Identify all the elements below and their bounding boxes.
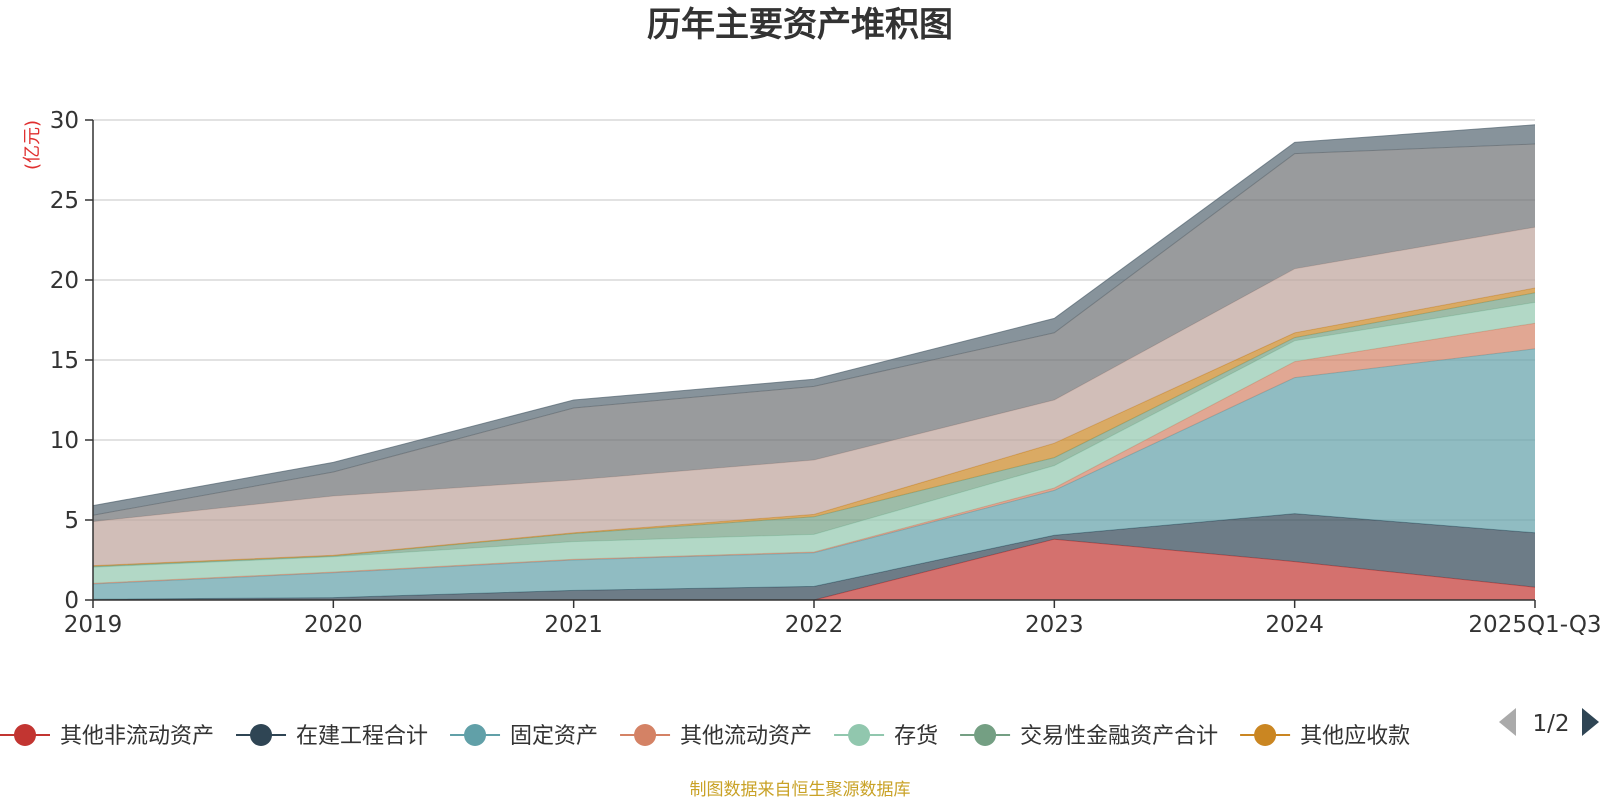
area-series-8 [93,227,1535,566]
x-tick-label: 2021 [544,612,603,638]
legend-item[interactable]: 其他应收款 [1240,724,1410,749]
area-series-4 [93,323,1535,584]
legend-page-label: 1/2 [1532,711,1569,737]
legend-circle-marker [634,724,657,746]
x-tick-label: 2022 [785,612,844,638]
y-tick-label: 5 [64,508,79,534]
legend-prev-page-icon[interactable] [1499,708,1516,736]
legend-label: 存货 [894,724,938,749]
y-tick-label: 15 [50,348,79,374]
legend-label: 在建工程合计 [296,724,428,749]
legend-next-page-icon[interactable] [1582,708,1599,736]
legend-circle-marker [464,724,487,746]
area-series-2 [93,513,1535,600]
area-series-9 [93,144,1535,522]
legend-circle-marker [974,724,997,746]
chart-title: 历年主要资产堆积图 [647,5,953,45]
area-series-edge-10 [92,124,1536,507]
legend-item[interactable]: 存货 [834,724,938,749]
legend-item[interactable]: 固定资产 [450,724,598,749]
legend-label: 其他非流动资产 [60,724,214,749]
y-tick-label: 10 [50,428,79,454]
legend-item[interactable]: 在建工程合计 [236,724,428,749]
axes: 0 5 10 15 20 25 30 2019 2020 2021 2022 2023 2024 2025… [50,108,1600,638]
legend-circle-marker [250,724,273,746]
x-tick-label: 2025Q1-Q3 [1468,612,1600,638]
area-series-3 [93,348,1535,600]
x-tick-label: 2020 [304,612,363,638]
y-tick-label: 20 [50,268,79,294]
series-areas [92,124,1536,601]
y-tick-label: 25 [50,188,79,214]
legend-pager: 1/2 [1499,708,1599,737]
legend-label: 其他流动资产 [680,724,812,749]
y-axis-unit: (亿元) [22,120,43,170]
legend-circle-marker [848,724,871,746]
x-tick-label: 2023 [1025,612,1084,638]
legend-circle-marker [14,724,36,746]
area-series-5 [93,302,1535,584]
legend-item[interactable]: 交易性金融资产合计 [960,724,1218,749]
legend-label: 其他应收款 [1300,724,1410,749]
data-source-note: 制图数据来自恒生聚源数据库 [690,780,911,800]
y-tick-label: 30 [50,108,79,134]
legend-label: 固定资产 [510,724,598,749]
legend-item[interactable]: 其他流动资产 [620,724,812,749]
legend-circle-marker [1254,724,1277,746]
x-tick-label: 2019 [64,612,123,638]
y-tick-label: 0 [64,588,79,614]
area-series-6 [93,292,1535,568]
x-tick-label: 2024 [1265,612,1324,638]
area-series-1 [93,539,1535,600]
legend-item[interactable]: 其他非流动资产 [0,724,214,749]
legend-label: 交易性金融资产合计 [1020,724,1218,749]
area-series-7 [93,288,1535,567]
legend: 其他非流动资产 在建工程合计 固定资产 其他流动资产 存货 交易性金融资产合计 其他应收款 [0,724,1410,749]
